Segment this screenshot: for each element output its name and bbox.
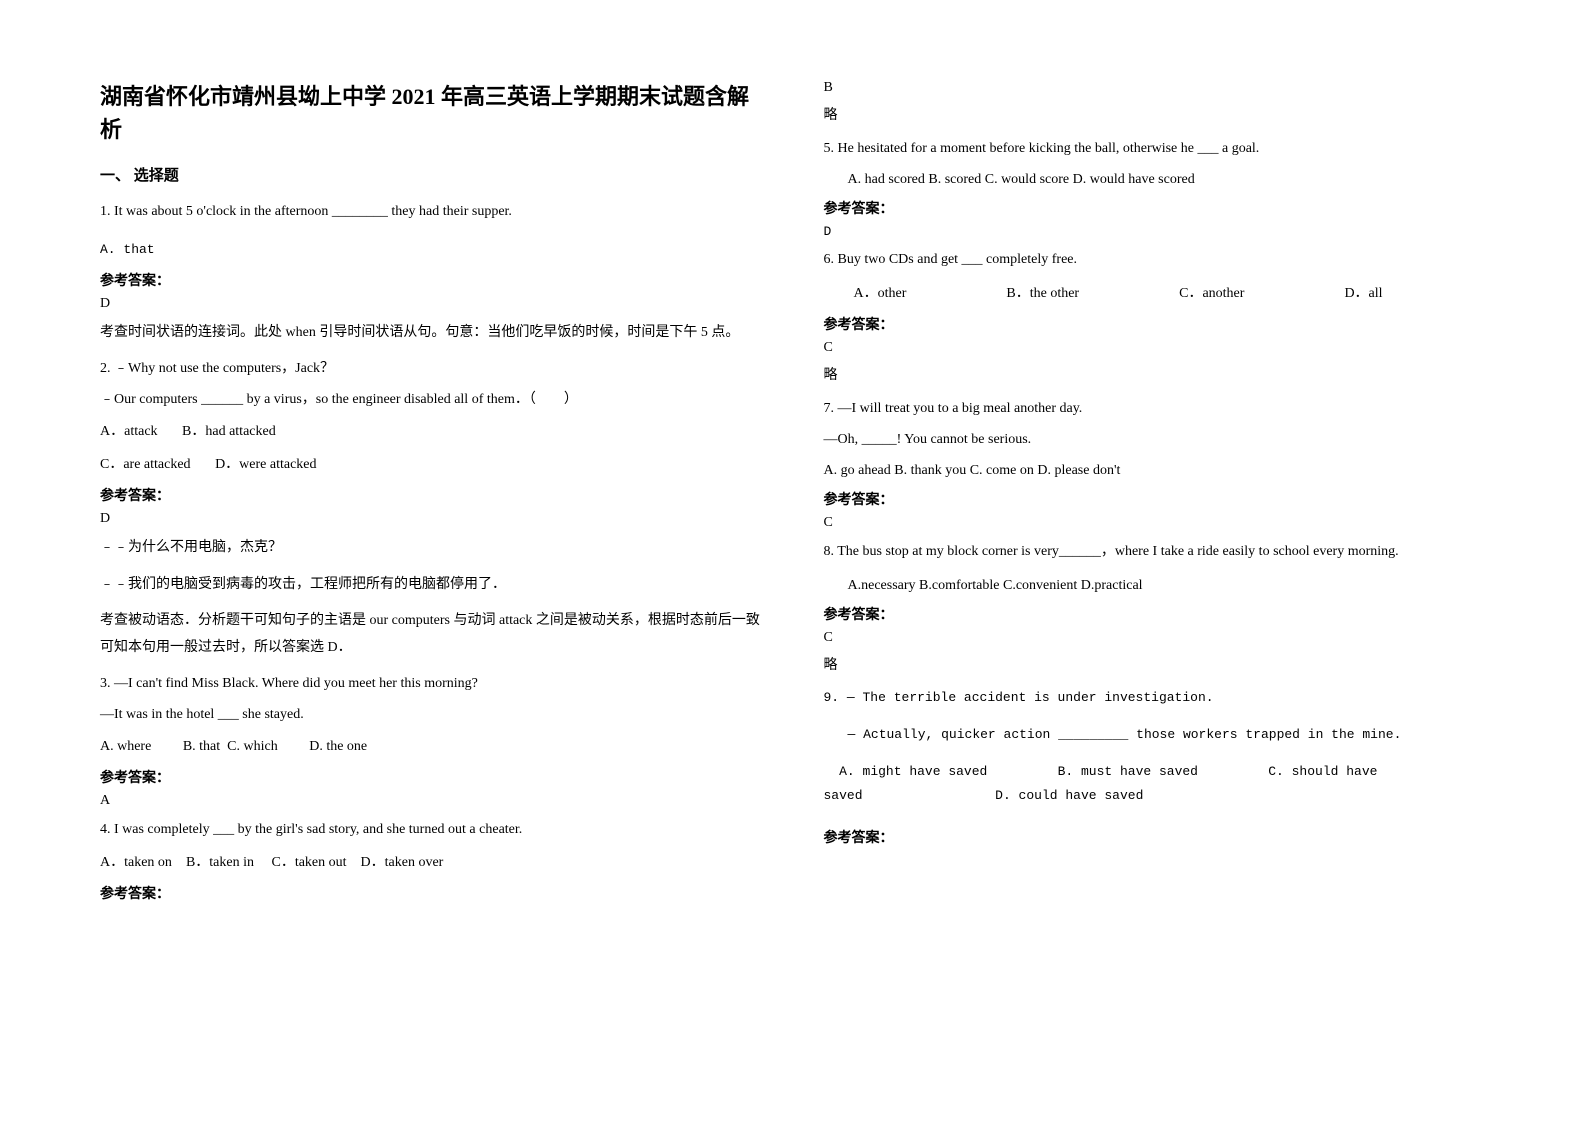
q6-brief: 略 — [824, 364, 1488, 384]
q7-line2: —Oh, _____! You cannot be serious. — [824, 427, 1488, 452]
answer-label: 参考答案： — [824, 198, 1488, 218]
left-column: 湖南省怀化市靖州县坳上中学 2021 年高三英语上学期期末试题含解析 一、 选择… — [100, 80, 764, 911]
q2-option-c: C．are attacked — [100, 457, 191, 472]
q3-option-d: D. the one — [309, 739, 367, 754]
q7-line1: 7. —I will treat you to a big meal anoth… — [824, 396, 1488, 421]
q4-brief: 略 — [824, 104, 1488, 124]
q1-answer: D — [100, 296, 764, 312]
q3-line2: —It was in the hotel ___ she stayed. — [100, 702, 764, 727]
q5-options: A. had scored B. scored C. would score D… — [824, 167, 1488, 192]
q6-option-b: B．the other — [1006, 281, 1079, 306]
answer-label: 参考答案： — [824, 827, 1488, 847]
q9-option-b: B. must have saved — [1058, 764, 1198, 779]
q3-line1: 3. —I can't find Miss Black. Where did y… — [100, 671, 764, 696]
q1-option-a: A. that — [100, 238, 764, 261]
q7-answer: C — [824, 515, 1488, 531]
q9-line2: — Actually, quicker action _________ tho… — [824, 723, 1488, 746]
question-7: 7. —I will treat you to a big meal anoth… — [824, 396, 1488, 532]
q2-exp2: ﹣﹣我们的电脑受到病毒的攻击，工程师把所有的电脑都停用了． — [100, 572, 764, 599]
q8-brief: 略 — [824, 654, 1488, 674]
q3-answer: A — [100, 793, 764, 809]
question-1: 1. It was about 5 o'clock in the afterno… — [100, 199, 764, 346]
q4-answer: B — [824, 80, 1488, 96]
q4-option-b: B．taken in — [186, 855, 254, 870]
question-3: 3. —I can't find Miss Black. Where did y… — [100, 671, 764, 809]
q6-option-d: D．all — [1344, 281, 1382, 306]
q5-answer: D — [824, 224, 1488, 239]
q2-exp3: 考查被动语态．分析题干可知句子的主语是 our computers 与动词 at… — [100, 608, 764, 661]
q8-options: A.necessary B.comfortable C.convenient D… — [824, 573, 1488, 598]
question-8: 8. The bus stop at my block corner is ve… — [824, 539, 1488, 673]
q2-option-a: A．attack — [100, 424, 158, 439]
q9-option-d: D. could have saved — [995, 788, 1143, 803]
answer-label: 参考答案： — [100, 767, 764, 787]
q3-option-a: A. where — [100, 739, 151, 754]
q6-option-c: C．another — [1179, 281, 1244, 306]
q7-options: A. go ahead B. thank you C. come on D. p… — [824, 458, 1488, 483]
q2-option-d: D．were attacked — [215, 457, 316, 472]
answer-label: 参考答案： — [100, 270, 764, 290]
q6-option-a: A．other — [854, 281, 907, 306]
q4-text: 4. I was completely ___ by the girl's sa… — [100, 817, 764, 842]
answer-label: 参考答案： — [100, 485, 764, 505]
page-container: 湖南省怀化市靖州县坳上中学 2021 年高三英语上学期期末试题含解析 一、 选择… — [100, 80, 1487, 911]
q2-line1: 2. ﹣Why not use the computers，Jack？ — [100, 356, 764, 381]
q3-option-c: C. which — [227, 739, 278, 754]
q3-option-b: B. that — [183, 739, 220, 754]
q2-option-b: B．had attacked — [182, 424, 276, 439]
question-2: 2. ﹣Why not use the computers，Jack？ ﹣Our… — [100, 356, 764, 661]
q2-answer: D — [100, 511, 764, 527]
q1-text: 1. It was about 5 o'clock in the afterno… — [100, 199, 764, 224]
question-4: 4. I was completely ___ by the girl's sa… — [100, 817, 764, 903]
q9-line1: 9. — The terrible accident is under inve… — [824, 686, 1488, 709]
q1-explanation: 考查时间状语的连接词。此处 when 引导时间状语从句。句意：当他们吃早饭的时候… — [100, 320, 764, 347]
answer-label: 参考答案： — [824, 604, 1488, 624]
q4-option-d: D．taken over — [361, 855, 444, 870]
question-6: 6. Buy two CDs and get ___ completely fr… — [824, 247, 1488, 383]
q9-option-a: A. might have saved — [839, 764, 987, 779]
answer-label: 参考答案： — [100, 883, 764, 903]
answer-label: 参考答案： — [824, 489, 1488, 509]
q2-line2: ﹣Our computers ______ by a virus，so the … — [100, 387, 764, 412]
question-5: 5. He hesitated for a moment before kick… — [824, 136, 1488, 239]
q2-exp1: ﹣﹣为什么不用电脑，杰克？ — [100, 535, 764, 562]
q5-text: 5. He hesitated for a moment before kick… — [824, 136, 1488, 161]
q8-answer: C — [824, 630, 1488, 646]
section-header: 一、 选择题 — [100, 164, 764, 185]
q6-answer: C — [824, 340, 1488, 356]
q6-text: 6. Buy two CDs and get ___ completely fr… — [824, 247, 1488, 272]
q4-option-a: A．taken on — [100, 855, 172, 870]
q4-option-c: C．taken out — [271, 855, 346, 870]
document-title: 湖南省怀化市靖州县坳上中学 2021 年高三英语上学期期末试题含解析 — [100, 80, 764, 146]
right-column: B 略 5. He hesitated for a moment before … — [824, 80, 1488, 911]
question-9: 9. — The terrible accident is under inve… — [824, 686, 1488, 848]
q8-text: 8. The bus stop at my block corner is ve… — [824, 539, 1488, 564]
answer-label: 参考答案： — [824, 314, 1488, 334]
